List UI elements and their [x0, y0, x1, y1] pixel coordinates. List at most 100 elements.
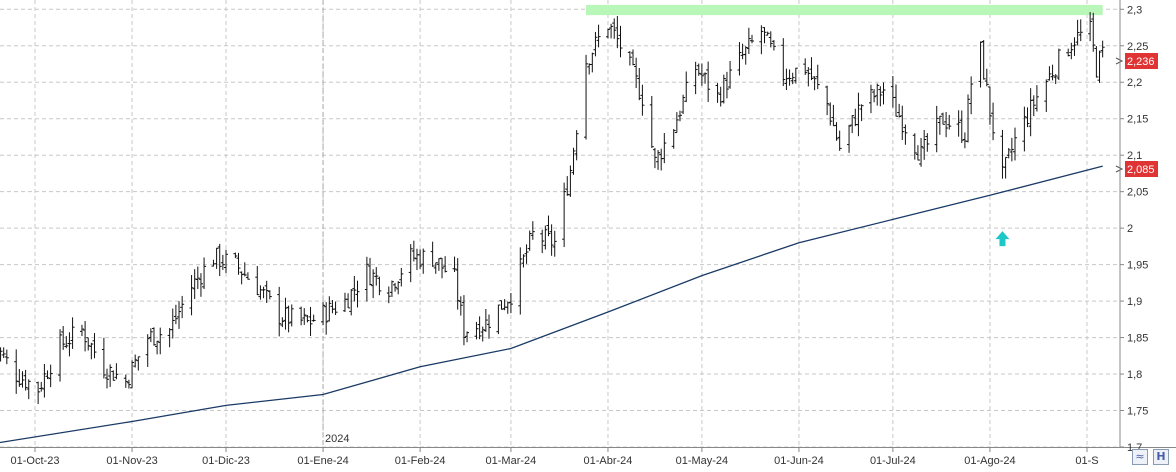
ohlc-bar [255, 266, 260, 296]
ohlc-bar [477, 316, 482, 340]
ohlc-bar [386, 286, 391, 304]
ohlc-bar [1066, 48, 1071, 57]
ohlc-bar [433, 262, 438, 274]
ohlc-bar [70, 317, 75, 349]
ohlc-bar [173, 304, 178, 325]
ohlc-bar [746, 27, 751, 54]
ohlc-bar [1094, 46, 1099, 78]
ohlc-bar [355, 280, 360, 308]
ohlc-bar [465, 331, 470, 343]
ohlc-bar [105, 368, 110, 389]
ohlc-bar [299, 306, 304, 326]
ohlc-bar [111, 370, 116, 381]
x-tick-label: 01-S [1075, 455, 1098, 467]
ohlc-bar [1072, 37, 1077, 56]
ohlc-bar [605, 28, 610, 39]
ohlc-bar [371, 269, 376, 299]
ohlc-bar [944, 111, 949, 138]
ohlc-bar [20, 371, 25, 388]
ohlc-bar [634, 57, 639, 89]
ohlc-bar [393, 282, 398, 292]
ohlc-bar [289, 304, 294, 327]
ohlc-bar [277, 286, 282, 337]
y-tick-label: 2,15 [1127, 114, 1148, 126]
ohlc-bar [364, 256, 369, 302]
ohlc-bar [809, 57, 814, 81]
ohlc-bar [596, 24, 601, 48]
ohlc-bar [652, 147, 657, 169]
year-marker-label: 2024 [325, 433, 349, 445]
ohlc-bar [1034, 85, 1039, 112]
ohlc-bar [36, 381, 41, 405]
ohlc-bar [86, 337, 91, 351]
ohlc-bar [615, 16, 620, 49]
ohlc-bar [352, 276, 357, 302]
crosshair-toggle-button[interactable]: H [1153, 449, 1169, 465]
ohlc-bar [189, 275, 194, 316]
ohlc-bar [45, 370, 50, 380]
ohlc-bar [765, 31, 770, 36]
ohlc-bar [894, 84, 899, 117]
ohlc-bar [39, 381, 44, 392]
ohlc-bar [737, 42, 742, 76]
ohlc-bar [4, 349, 9, 365]
ohlc-bar [925, 133, 930, 152]
ohlc-bar [158, 327, 163, 355]
ohlc-bar [900, 105, 905, 140]
ohlc-bar [618, 25, 623, 58]
ohlc-bar [486, 314, 491, 339]
ohlc-bar [790, 72, 795, 85]
x-tick-label: 01-Abr-24 [584, 455, 633, 467]
zoom-fit-button[interactable]: ≈ [1132, 449, 1148, 465]
ohlc-bar [58, 329, 63, 382]
ma-value-label: 2,085 [1125, 161, 1158, 177]
ohlc-bar [308, 306, 313, 336]
ohlc-bar [0, 347, 3, 362]
ohlc-bar [671, 129, 676, 149]
ohlc-bar [461, 295, 466, 346]
ohlc-bar [721, 74, 726, 104]
ohlc-bar [1, 347, 6, 359]
ohlc-bar [198, 273, 203, 297]
y-axis-labels: 2,3 2,25 2,2 2,15 2,1 2,05 2 1,95 1,9 1,85 1,8 1,75… [1120, 4, 1148, 454]
ohlc-bar [1022, 106, 1027, 152]
ohlc-bar [418, 249, 423, 269]
ohlc-bar [389, 280, 394, 297]
ma-value-badge [1125, 161, 1158, 177]
y-tick-label: 2 [1127, 223, 1133, 235]
ohlc-bar [781, 38, 786, 86]
ohlc-bar [1056, 48, 1061, 81]
ohlc-bar [1088, 12, 1093, 42]
ohlc-bar [565, 176, 570, 196]
ohlc-bar [749, 34, 754, 44]
ohlc-bar [966, 94, 971, 143]
ohlc-bar [662, 133, 667, 164]
ohlc-bar [934, 105, 939, 153]
ohlc-bar [771, 40, 776, 51]
ohlc-bar [987, 86, 992, 125]
ohlc-bar [23, 369, 28, 391]
ohlc-bar [878, 86, 883, 107]
ohlc-bar [1053, 74, 1058, 85]
ohlc-bar [458, 296, 463, 316]
ohlc-bar [681, 94, 686, 114]
ohlc-bar [527, 230, 532, 251]
ohlc-bar [981, 40, 986, 80]
ohlc-bar [483, 309, 488, 332]
ohlc-bar [540, 229, 545, 254]
ohlc-bar [399, 267, 404, 287]
ohlc-bar [627, 51, 632, 66]
last-price-badge [1125, 53, 1158, 69]
ohlc-bar [440, 257, 445, 279]
ohlc-bar [114, 363, 119, 380]
ohlc-bar [1012, 127, 1017, 161]
ohlc-bar [759, 25, 764, 55]
y-tick-label: 2,1 [1127, 150, 1142, 162]
ohlc-bar [612, 18, 617, 39]
price-bars [0, 12, 1105, 405]
year-marker: 2024 [325, 433, 349, 445]
ohlc-bar [984, 68, 989, 87]
x-tick-label: 01-Nov-23 [106, 455, 157, 467]
